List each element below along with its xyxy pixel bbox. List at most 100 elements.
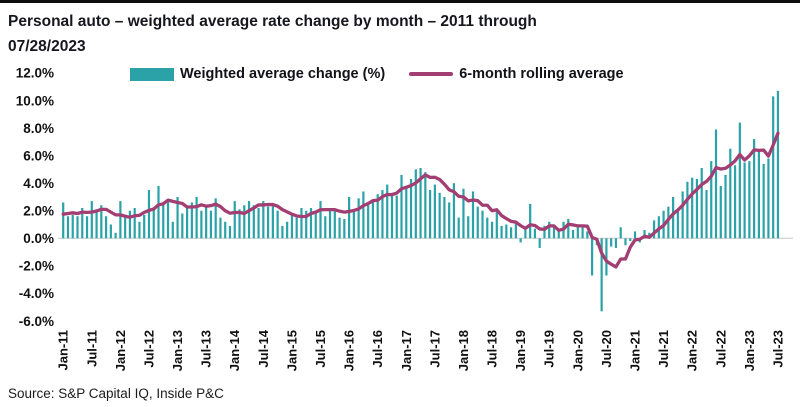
bar	[328, 207, 332, 239]
x-tick-label: Jan-20	[570, 330, 585, 371]
page-title-line1: Personal auto – weighted average rate ch…	[8, 13, 537, 30]
x-tick-label: Jul-15	[313, 330, 328, 368]
bar	[467, 216, 470, 239]
bar	[109, 224, 112, 239]
bar	[614, 238, 618, 248]
bar	[490, 221, 494, 239]
bar	[381, 190, 384, 239]
rolling-average-line	[61, 131, 780, 269]
bar	[581, 227, 584, 239]
bar	[238, 209, 241, 239]
bar	[557, 230, 560, 239]
bar	[262, 201, 265, 239]
bar	[772, 96, 775, 239]
legend-label-bars: Weighted average change (%)	[180, 66, 386, 82]
bar	[348, 196, 351, 239]
bar	[81, 207, 84, 239]
page-title: Personal auto – weighted average rate ch…	[8, 9, 668, 59]
bar	[166, 199, 170, 239]
bar	[524, 227, 527, 239]
bar	[176, 196, 179, 239]
bar	[233, 201, 236, 239]
source-note: Source: S&P Capital IQ, Inside P&C	[8, 386, 224, 401]
bar	[633, 231, 637, 239]
bar	[257, 207, 260, 239]
bar	[290, 214, 294, 239]
x-tick-label: Jan-12	[113, 330, 128, 371]
bar	[676, 209, 679, 239]
bar	[295, 217, 298, 239]
x-tick-label: Jul-11	[84, 330, 99, 367]
y-tick-label: -4.0%	[19, 286, 54, 301]
bar	[190, 202, 193, 239]
bar	[309, 207, 313, 239]
bars-series	[62, 90, 780, 312]
x-tick-label: Jul-21	[656, 330, 671, 368]
bar	[371, 201, 375, 239]
x-tick-label: Jul-22	[713, 330, 728, 368]
bar	[619, 227, 622, 239]
bar	[200, 210, 203, 239]
bar	[738, 122, 741, 239]
bar	[710, 161, 713, 239]
bar	[486, 217, 489, 239]
line-swatch-icon	[409, 72, 454, 76]
bar	[85, 216, 89, 239]
legend-item-bars: Weighted average change (%)	[130, 66, 385, 82]
bar	[209, 210, 213, 239]
page-title-line2: 07/28/2023	[8, 38, 86, 55]
bar	[552, 227, 556, 239]
bar	[219, 217, 222, 239]
bar	[138, 221, 141, 239]
y-tick-label: -2.0%	[19, 259, 54, 274]
bar	[433, 184, 436, 239]
bar	[352, 210, 355, 239]
bar	[314, 213, 317, 239]
bar	[419, 168, 422, 239]
bar	[390, 192, 394, 239]
bar	[338, 217, 341, 239]
bar	[429, 190, 432, 239]
bar	[705, 190, 708, 239]
bar	[733, 165, 737, 239]
bar	[224, 221, 227, 239]
bar	[305, 210, 308, 239]
x-tick-label: Jan-17	[399, 330, 414, 371]
bar	[400, 174, 403, 239]
bar	[119, 201, 122, 239]
bar	[71, 214, 74, 239]
bar	[147, 190, 151, 239]
bar	[538, 238, 541, 248]
bar	[243, 205, 246, 239]
bar	[409, 179, 413, 239]
bar	[133, 207, 136, 239]
bar	[462, 188, 465, 239]
y-tick-label: 2.0%	[23, 204, 54, 219]
bar	[195, 196, 198, 239]
x-tick-label: Jul-23	[770, 330, 785, 368]
bar	[610, 238, 613, 247]
bar	[90, 201, 93, 239]
bar	[271, 205, 274, 239]
x-tick-label: Jan-11	[56, 330, 71, 370]
y-tick-label: 6.0%	[23, 148, 54, 163]
x-tick-label: Jul-17	[427, 330, 442, 368]
x-tick-label: Jul-16	[370, 330, 385, 368]
bar	[319, 201, 322, 239]
bar	[600, 238, 603, 312]
legend: Weighted average change (%) 6-month roll…	[130, 63, 624, 85]
bar	[162, 202, 165, 239]
bar	[343, 219, 346, 239]
bar	[514, 223, 517, 239]
bar	[591, 238, 594, 276]
bar	[266, 206, 270, 239]
bar	[567, 219, 570, 239]
bar	[452, 183, 456, 239]
bar	[252, 205, 255, 239]
rate-change-chart: 12.0% 10.0% 8.0% 6.0% 4.0% 2.0% 0.0% -2.0% -4.0%…	[16, 66, 793, 371]
bar	[228, 225, 232, 239]
bar	[124, 217, 127, 239]
bar	[114, 232, 117, 239]
bar	[672, 196, 675, 239]
bar	[776, 90, 780, 239]
